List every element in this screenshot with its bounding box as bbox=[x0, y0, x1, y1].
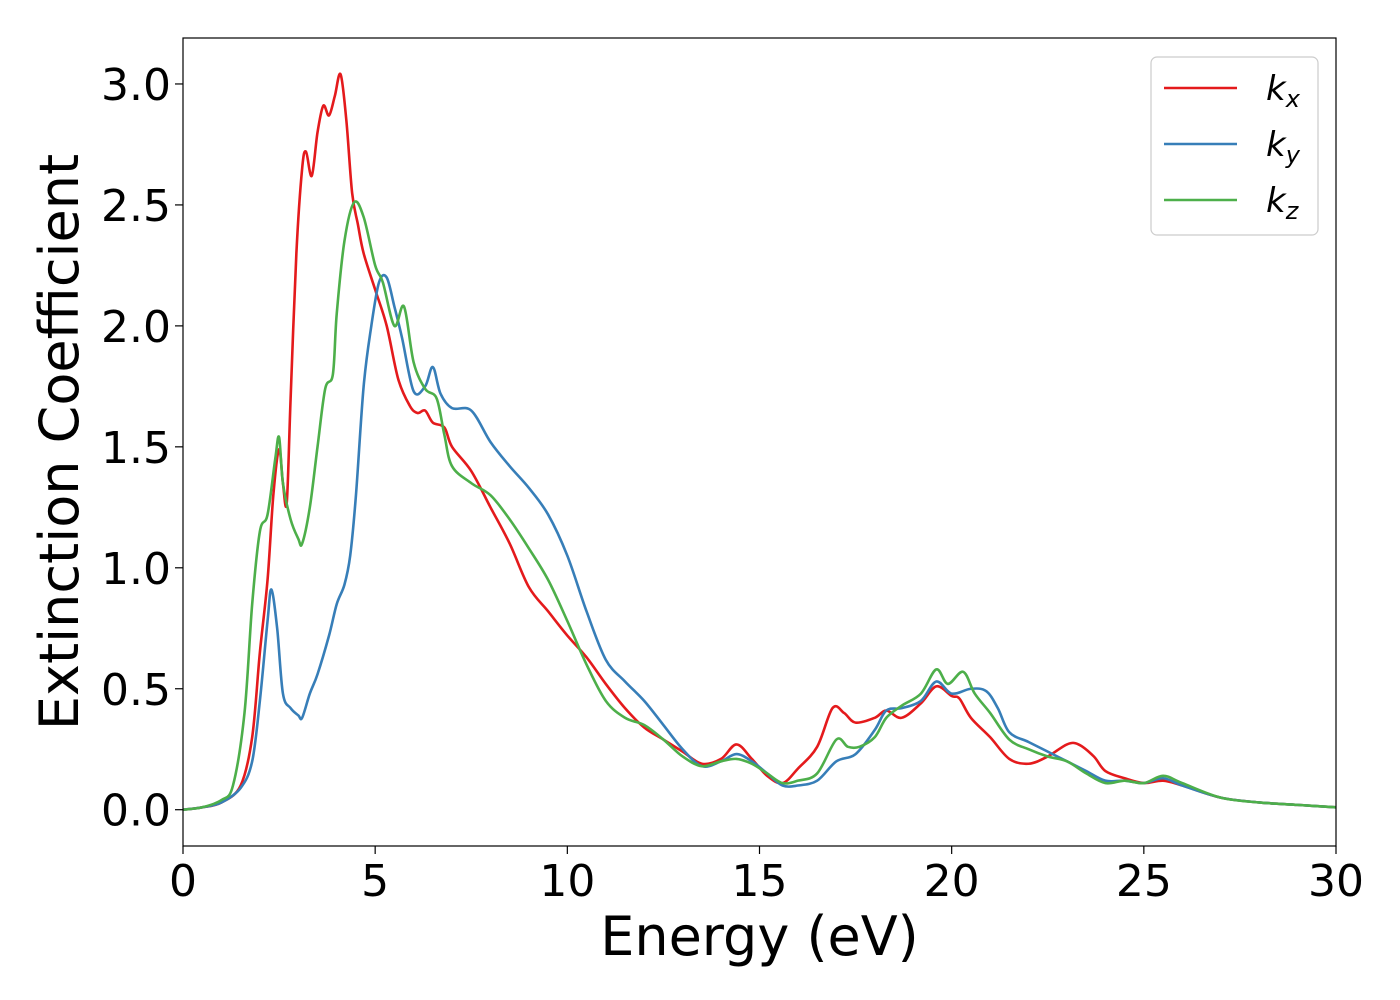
legend-label-y: ky bbox=[1266, 125, 1301, 169]
y-axis-title: Extinction Coefficient bbox=[28, 154, 91, 730]
x-tick-label: 0 bbox=[169, 856, 197, 907]
y-axis: 0.0 0.5 1.0 1.5 2.0 2.5 3.0 bbox=[101, 60, 183, 837]
x-tick-label: 25 bbox=[1116, 856, 1172, 907]
y-tick-label: 2.0 bbox=[101, 302, 171, 353]
legend: kx ky kz bbox=[1150, 56, 1319, 236]
series-line-z bbox=[182, 200, 1337, 812]
legend-box bbox=[1150, 56, 1319, 236]
y-tick-label: 1.0 bbox=[101, 544, 171, 595]
series-layer bbox=[182, 72, 1337, 812]
x-tick-label: 10 bbox=[539, 856, 595, 907]
legend-label-x: kx bbox=[1266, 69, 1301, 113]
legend-label-z: kz bbox=[1266, 181, 1300, 225]
x-axis-title: Energy (eV) bbox=[600, 905, 919, 968]
x-tick-label: 5 bbox=[361, 856, 389, 907]
y-tick-label: 1.5 bbox=[101, 423, 171, 474]
x-tick-label: 30 bbox=[1308, 856, 1364, 907]
y-tick-label: 0.0 bbox=[101, 786, 171, 837]
x-tick-label: 20 bbox=[924, 856, 980, 907]
series-line-x bbox=[182, 72, 1337, 812]
x-axis: 0 5 10 15 20 25 30 bbox=[169, 846, 1364, 907]
y-tick-label: 3.0 bbox=[101, 60, 171, 111]
series-line-y bbox=[182, 273, 1337, 812]
y-tick-label: 0.5 bbox=[101, 665, 171, 716]
x-tick-label: 15 bbox=[732, 856, 788, 907]
y-tick-label: 2.5 bbox=[101, 181, 171, 232]
